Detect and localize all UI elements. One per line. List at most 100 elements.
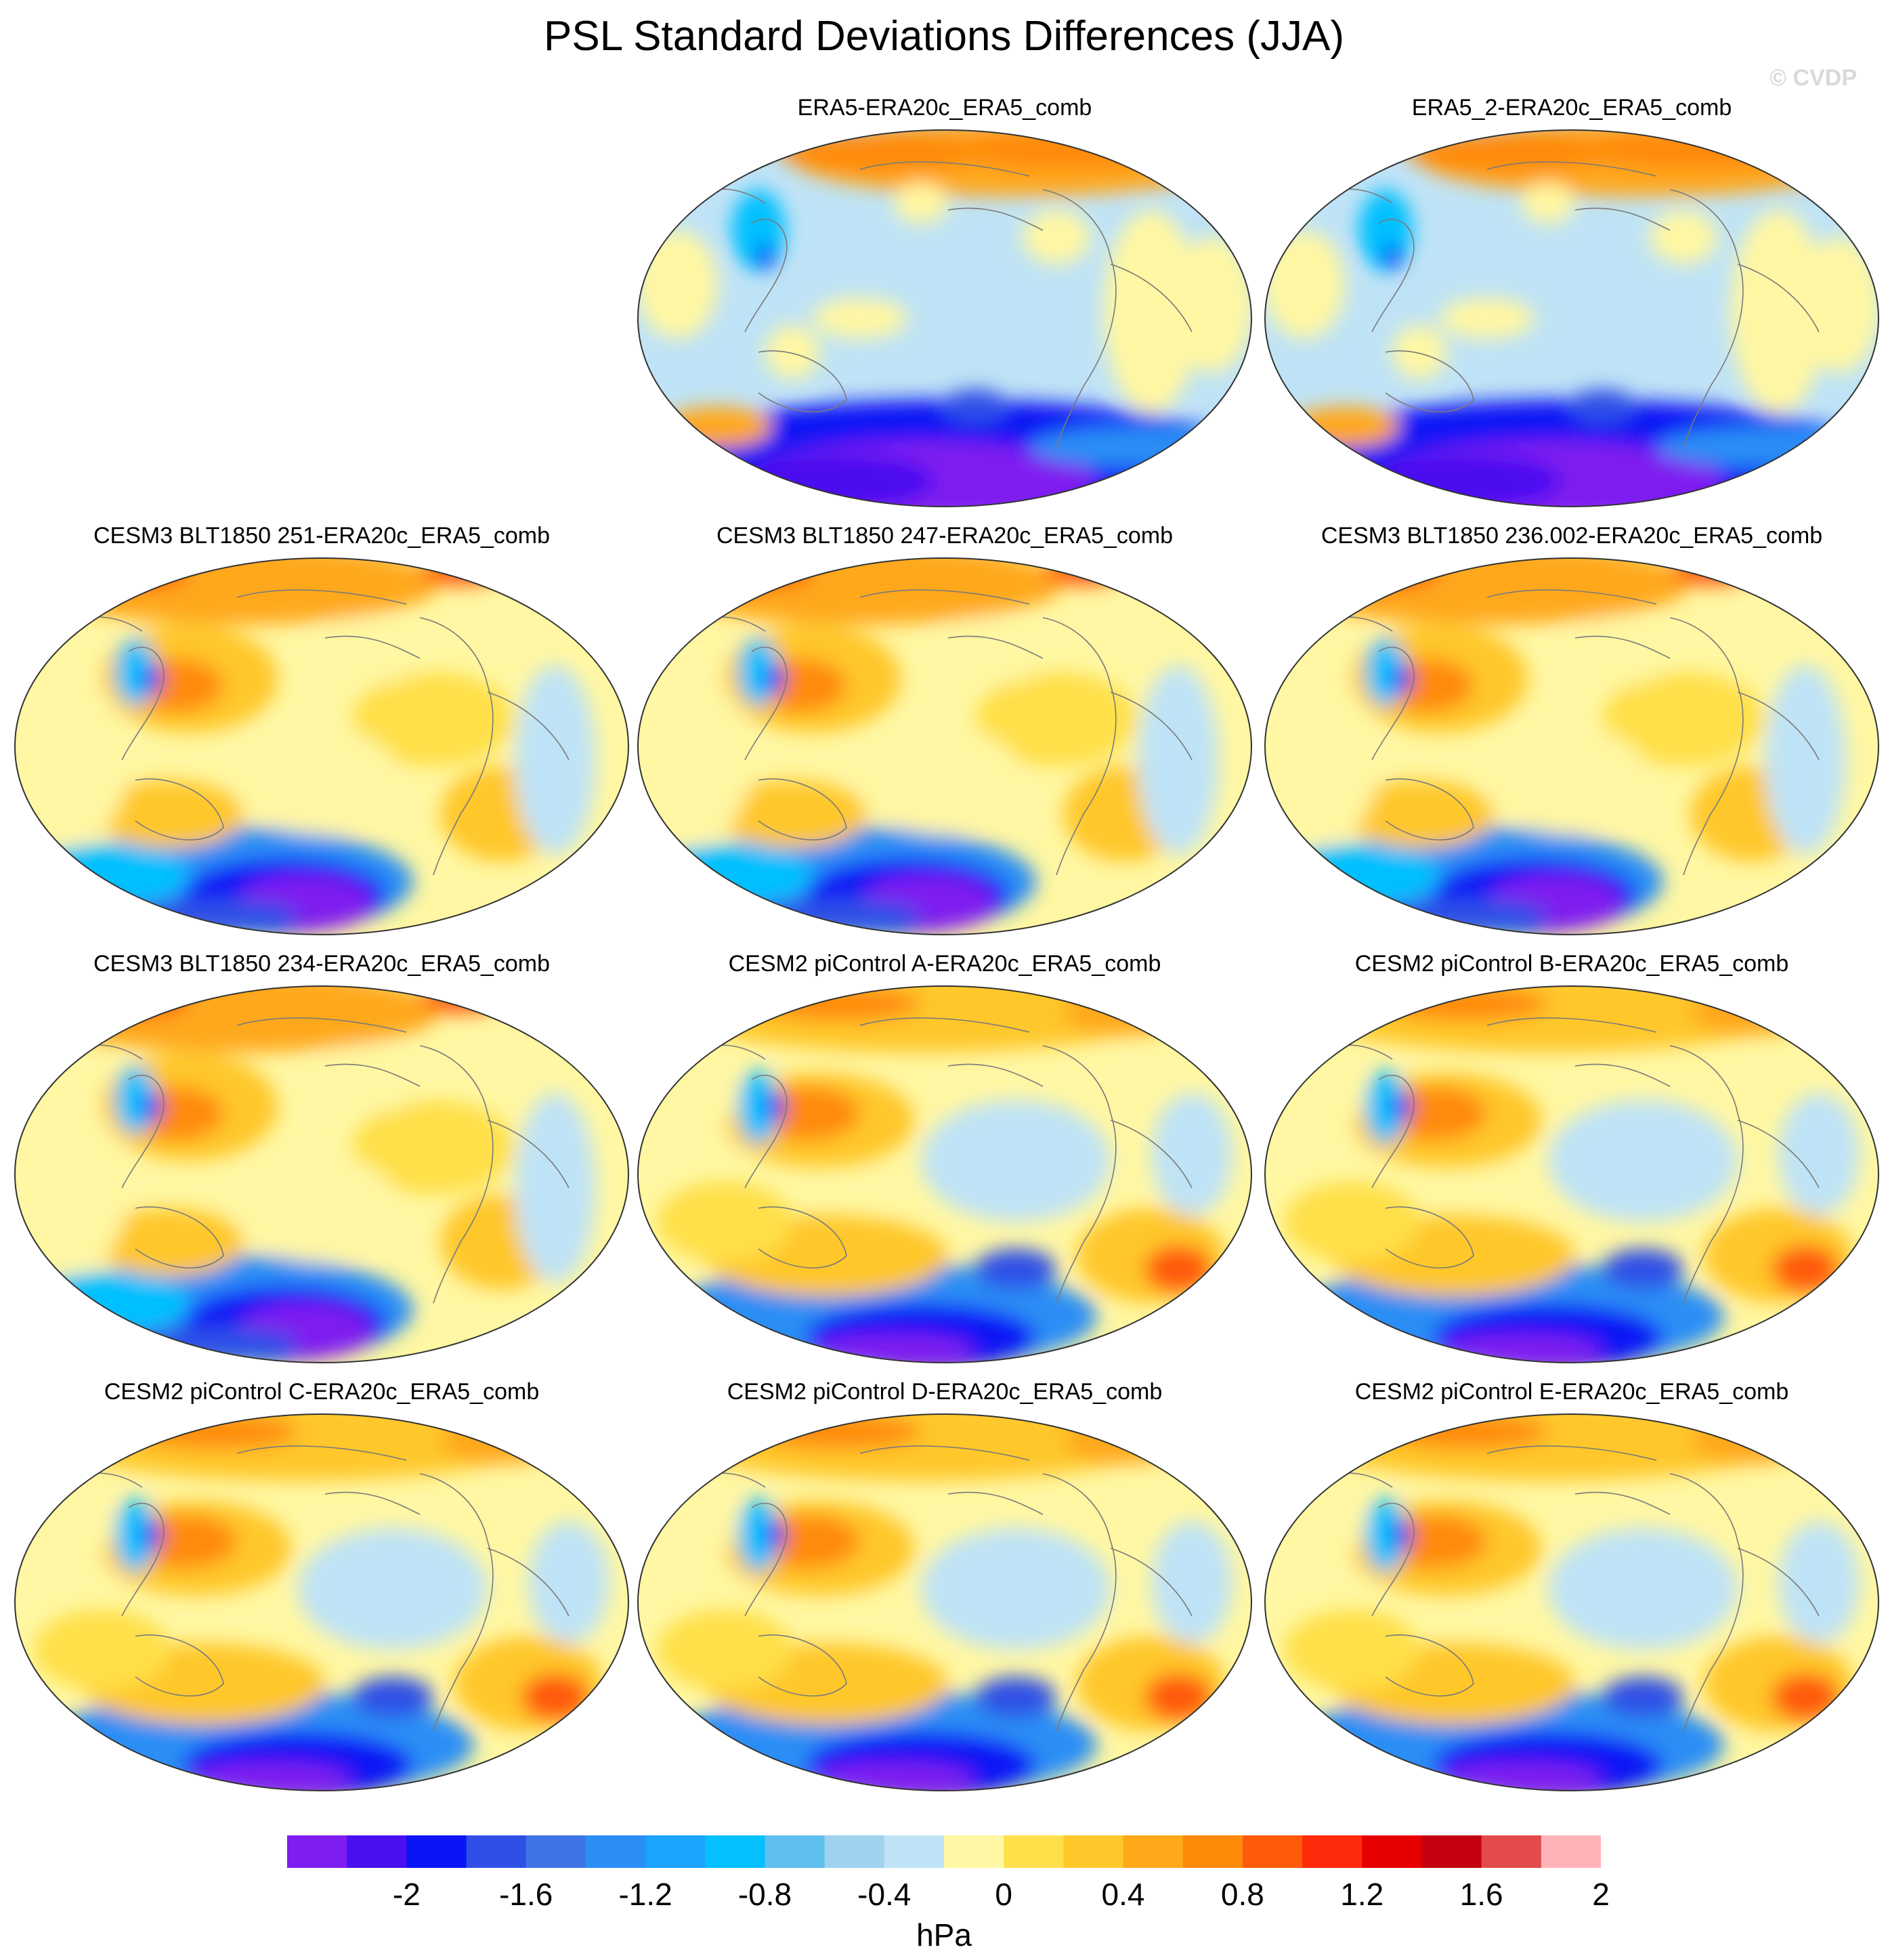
map-border — [14, 557, 629, 935]
coastline — [859, 1017, 1030, 1033]
anomaly-blob — [352, 1677, 433, 1718]
anomaly-blob — [1144, 1674, 1212, 1721]
coastline — [1371, 1075, 1415, 1189]
anomaly-blob — [1393, 1521, 1412, 1548]
anomaly-blob — [135, 1327, 298, 1361]
coastline — [1385, 1634, 1474, 1697]
anomaly-blob — [643, 679, 752, 841]
coastline — [135, 1206, 224, 1269]
coastline — [236, 589, 407, 605]
anomaly-blob — [1386, 899, 1548, 933]
coastline — [1110, 1120, 1193, 1189]
anomaly-blob — [1144, 1245, 1212, 1293]
coastline — [744, 647, 788, 761]
coastline — [744, 1075, 788, 1189]
anomaly-blob — [664, 406, 772, 447]
anomaly-blob — [779, 132, 982, 173]
coastline — [1486, 1445, 1657, 1461]
coastline — [1110, 1548, 1193, 1617]
colorbar-bin — [1182, 1835, 1243, 1868]
anomaly-blob — [1731, 210, 1826, 413]
anomaly-blob — [738, 1497, 779, 1572]
colorbar-bin — [585, 1835, 646, 1868]
map-panel: CESM2 piControl E-ERA20c_ERA5_comb — [1264, 1379, 1880, 1812]
anomaly-blob — [1284, 1181, 1419, 1262]
anomaly-blob — [515, 1093, 596, 1283]
anomaly-blob — [1265, 230, 1345, 339]
coastline — [1042, 1473, 1117, 1732]
anomaly-blob — [95, 1208, 244, 1276]
coastline — [1669, 617, 1744, 876]
anomaly-blob — [1602, 1249, 1683, 1290]
colorbar-tick-label: 0 — [995, 1877, 1012, 1912]
anomaly-blob — [1602, 672, 1765, 767]
map-panel: CESM2 piControl B-ERA20c_ERA5_comb — [1264, 951, 1880, 1384]
anomaly-blob — [765, 325, 819, 379]
anomaly-blob — [27, 845, 190, 906]
colorbar-bin — [1362, 1835, 1422, 1868]
coastline — [1486, 589, 1657, 605]
coastline — [419, 1045, 494, 1304]
colorbar-bin — [944, 1835, 1004, 1868]
coastline — [859, 589, 1030, 605]
anomaly-blob — [657, 1052, 738, 1134]
coastline — [1737, 691, 1820, 761]
coastline — [947, 635, 1044, 659]
figure-title: PSL Standard Deviations Differences (JJA… — [544, 13, 1344, 60]
colorbar-bin — [645, 1835, 706, 1868]
coastline — [1042, 1045, 1117, 1304]
colorbar-bin — [525, 1835, 586, 1868]
colorbar-tick-labels: -2 -1.6 -1.2 -0.8 -0.4 0 0.4 0.8 1.2 1.6 2 — [287, 1876, 1610, 1917]
panel-title: CESM3 BLT1850 251-ERA20c_ERA5_comb — [93, 523, 551, 549]
anomaly-blob — [1393, 665, 1412, 692]
panel-title: CESM3 BLT1850 247-ERA20c_ERA5_comb — [716, 523, 1174, 549]
anomaly-blob — [860, 726, 1023, 834]
anomaly-blob — [975, 1249, 1056, 1290]
anomaly-blob — [1284, 1052, 1365, 1134]
coastline — [758, 1634, 847, 1697]
panel-title: CESM2 piControl A-ERA20c_ERA5_comb — [728, 951, 1161, 977]
anomaly-blob — [352, 1100, 515, 1195]
robinson-map — [637, 985, 1252, 1363]
anomaly-blob — [975, 672, 1138, 767]
anomaly-blob — [657, 1609, 792, 1690]
coastline — [1486, 161, 1657, 177]
colorbar-bin — [824, 1835, 885, 1868]
coastline — [758, 1206, 847, 1269]
map-border — [1264, 129, 1879, 507]
coastline — [1669, 1045, 1744, 1304]
colorbar-bin — [287, 1835, 347, 1868]
colorbar-bin — [705, 1835, 765, 1868]
coastline — [324, 1063, 421, 1087]
map-panel: ERA5-ERA20c_ERA5_comb — [637, 95, 1253, 528]
robinson-map — [14, 557, 629, 935]
anomaly-blob — [766, 1093, 785, 1120]
map-panel: CESM2 piControl D-ERA20c_ERA5_comb — [637, 1379, 1253, 1812]
anomaly-blob — [766, 1521, 785, 1548]
coastline — [1371, 647, 1415, 761]
anomaly-blob — [718, 780, 867, 848]
anomaly-blob — [941, 389, 1009, 423]
coastline — [419, 1473, 494, 1732]
colorbar-tick-label: 1.2 — [1340, 1877, 1384, 1912]
anomaly-blob — [1151, 1093, 1232, 1215]
map-panel: ERA5_2-ERA20c_ERA5_comb — [1264, 95, 1880, 528]
anomaly-blob — [20, 679, 129, 841]
colorbar-units: hPa — [916, 1917, 972, 1953]
coastline — [1371, 219, 1415, 333]
coastline — [236, 1017, 407, 1033]
anomaly-blob — [1383, 245, 1402, 270]
anomaly-blob — [1284, 1480, 1365, 1562]
panel-title: CESM2 piControl B-ERA20c_ERA5_comb — [1354, 951, 1789, 977]
map-panel: CESM3 BLT1850 251-ERA20c_ERA5_comb — [14, 523, 630, 956]
anomaly-blob — [27, 1273, 190, 1334]
colorbar-bin — [1123, 1835, 1184, 1868]
anomaly-blob — [34, 1480, 115, 1562]
robinson-map — [14, 985, 629, 1363]
anomaly-blob — [1548, 1100, 1738, 1222]
anomaly-blob — [95, 780, 244, 848]
anomaly-blob — [975, 1677, 1056, 1718]
anomaly-blob — [143, 665, 162, 692]
anomaly-blob — [1799, 237, 1879, 372]
anomaly-blob — [638, 230, 718, 339]
